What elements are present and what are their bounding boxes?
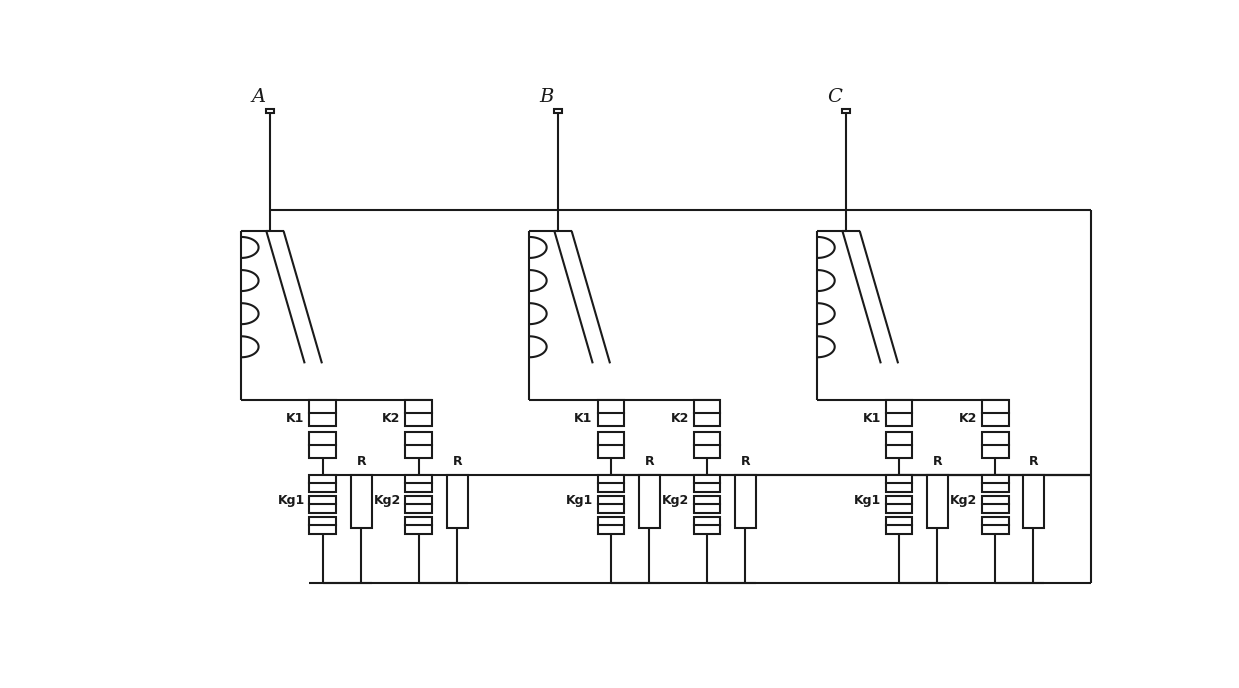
Bar: [886, 475, 912, 491]
Text: K2: K2: [383, 411, 400, 424]
Bar: [843, 109, 850, 114]
Bar: [639, 475, 660, 528]
Bar: [597, 475, 624, 491]
Bar: [447, 475, 468, 528]
Text: C: C: [828, 88, 843, 107]
Text: K2: K2: [959, 411, 976, 424]
Bar: [981, 496, 1009, 513]
Text: Kg1: Kg1: [565, 493, 592, 506]
Bar: [886, 400, 912, 426]
Bar: [554, 109, 563, 114]
Text: Kg2: Kg2: [373, 493, 400, 506]
Text: R: R: [357, 455, 367, 469]
Bar: [694, 400, 720, 426]
Bar: [597, 496, 624, 513]
Bar: [694, 496, 720, 513]
Bar: [310, 475, 336, 491]
Bar: [981, 517, 1009, 534]
Bar: [351, 475, 372, 528]
Bar: [886, 496, 912, 513]
Bar: [981, 400, 1009, 426]
Text: K1: K1: [862, 411, 881, 424]
Bar: [405, 496, 432, 513]
Bar: [266, 109, 274, 114]
Bar: [405, 400, 432, 426]
Bar: [310, 432, 336, 458]
Bar: [886, 517, 912, 534]
Bar: [597, 432, 624, 458]
Bar: [735, 475, 756, 528]
Text: R: R: [933, 455, 943, 469]
Text: Kg1: Kg1: [278, 493, 305, 506]
Bar: [694, 475, 720, 491]
Bar: [1023, 475, 1044, 528]
Bar: [981, 475, 1009, 491]
Text: R: R: [452, 455, 462, 469]
Bar: [405, 517, 432, 534]
Text: K2: K2: [670, 411, 689, 424]
Bar: [597, 400, 624, 426]
Bar: [310, 517, 336, 534]
Text: Kg1: Kg1: [854, 493, 881, 506]
Text: R: R: [1028, 455, 1038, 469]
Bar: [694, 517, 720, 534]
Text: R: R: [741, 455, 751, 469]
Text: K1: K1: [286, 411, 305, 424]
Bar: [886, 432, 912, 458]
Text: Kg2: Kg2: [662, 493, 689, 506]
Bar: [927, 475, 948, 528]
Text: R: R: [644, 455, 654, 469]
Bar: [405, 432, 432, 458]
Bar: [597, 517, 624, 534]
Text: K1: K1: [575, 411, 592, 424]
Bar: [310, 496, 336, 513]
Bar: [694, 432, 720, 458]
Bar: [310, 400, 336, 426]
Text: B: B: [539, 88, 554, 107]
Bar: [981, 432, 1009, 458]
Text: Kg2: Kg2: [949, 493, 976, 506]
Text: A: A: [252, 88, 265, 107]
Bar: [405, 475, 432, 491]
